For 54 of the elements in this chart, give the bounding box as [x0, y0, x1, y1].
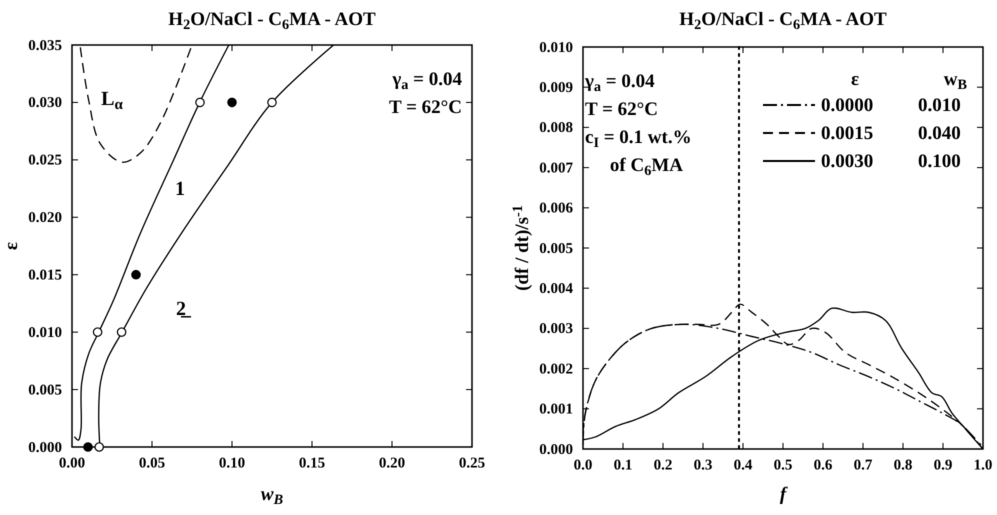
x-axis-title: f [780, 484, 788, 505]
text: ε w$_{B}$ [851, 69, 967, 92]
y-tick-label: 0.005 [28, 382, 62, 398]
x-tick-label: 0.05 [138, 456, 166, 472]
chart-title: H$_{2}$O/NaCl - C$_{6}$MA - AOT [168, 9, 376, 32]
y-tick-label: 0.006 [539, 200, 574, 217]
y-tick-label: 0.007 [539, 160, 574, 176]
y-tick-label: 0.010 [539, 40, 573, 56]
x-tick-label: 0.20 [378, 456, 406, 472]
y-tick-label: 0.010 [28, 324, 62, 341]
x-tick-label: 0.3 [694, 458, 712, 474]
x-tick-label: 0.10 [218, 456, 246, 472]
annotation: γ$_{a}$ = 0.04 [391, 69, 462, 92]
x-tick-label: 0.9 [934, 458, 952, 474]
y-tick-label: 0.025 [28, 152, 62, 169]
y-tick-label: 0.000 [539, 442, 573, 458]
x-tick-label: 0.6 [814, 458, 833, 474]
y-tick-label: 0.000 [28, 440, 62, 456]
y-axis-title: ε [1, 242, 22, 250]
x-tick-label: 1.0 [974, 458, 992, 474]
y-tick-label: 0.004 [539, 281, 574, 297]
annotation: c$_{I}$ = 0.1 wt.% [585, 127, 692, 150]
annotation: 1 [175, 178, 185, 200]
y-tick-label: 0.002 [539, 361, 573, 378]
legend-label: 0.0015 0.040 [821, 123, 961, 144]
legend-label: 0.0000 0.010 [821, 95, 961, 116]
annotation: T = 62°C [585, 99, 658, 120]
y-tick-label: 0.009 [539, 80, 573, 96]
x-tick-label: 0.2 [654, 458, 672, 474]
y-tick-label: 0.008 [539, 120, 573, 136]
x-tick-label: 0.5 [774, 458, 792, 474]
legend-label: 0.0030 0.100 [821, 151, 961, 172]
y-tick-label: 0.005 [539, 240, 573, 257]
x-axis-title: w$_{B}$ [260, 484, 284, 508]
annotation: L$_{α}$ [101, 88, 124, 113]
annotation: γ$_{a}$ = 0.04 [584, 71, 656, 94]
x-tick-label: 0.7 [854, 458, 873, 474]
x-tick-label: 0.25 [458, 456, 486, 472]
x-tick-label: 0.0 [574, 458, 592, 474]
annotation: of C$_{6}$MA [610, 155, 684, 178]
x-tick-label: 0.00 [58, 456, 86, 472]
chart-title: H$_{2}$O/NaCl - C$_{6}$MA - AOT [679, 9, 888, 32]
y-tick-label: 0.003 [539, 321, 573, 338]
y-tick-label: 0.035 [28, 38, 62, 54]
y-tick-label: 0.020 [28, 210, 62, 226]
y-tick-label: 0.015 [28, 268, 62, 284]
annotation: 2̲ [176, 298, 192, 320]
x-tick-label: 0.4 [734, 458, 753, 474]
annotation: T = 62°C [389, 97, 462, 118]
y-tick-label: 0.001 [539, 402, 573, 418]
x-tick-label: 0.1 [614, 458, 632, 474]
x-tick-label: 0.8 [894, 458, 912, 474]
y-tick-label: 0.030 [28, 95, 62, 112]
x-tick-label: 0.15 [298, 456, 326, 472]
